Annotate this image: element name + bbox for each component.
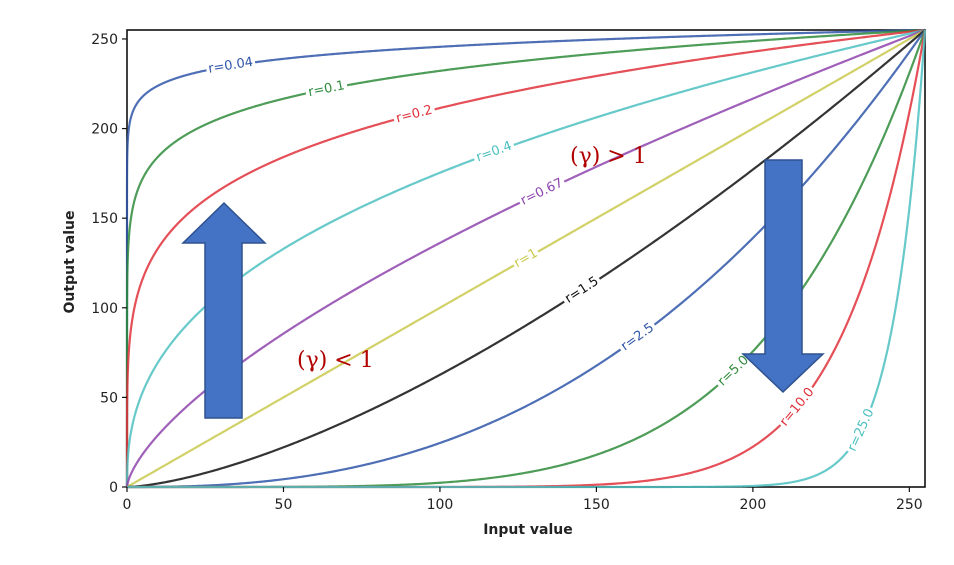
series-layer [125,28,927,489]
series-line [125,28,926,487]
curve-label-bg [615,317,659,355]
down-arrow-icon [741,159,825,394]
x-tick-label: 0 [123,497,132,513]
series-line [126,29,926,489]
y-tick-label: 200 [91,122,118,138]
curve-label-bg [559,271,603,307]
x-tick-label: 50 [275,497,293,513]
y-tick-label: 250 [91,32,118,48]
curve-label-bg [842,404,877,456]
gamma-greater-annotation: (γ) > 1 [570,144,647,169]
x-axis-title: Input value [483,522,573,538]
curve-label-bg [391,100,437,126]
y-tick-label: 50 [100,390,118,406]
curve-label-bg [204,52,256,76]
curve-label-group: r=0.04 [204,52,256,77]
curve-label-group: r=0.1 [304,76,349,100]
y-tick-label: 0 [109,480,118,496]
x-tick-label: 100 [427,497,454,513]
curve-label-bg [774,382,818,430]
arrows-layer [181,159,825,419]
y-axis-title: Output value [62,211,78,314]
curve-label: r=0.1 [307,78,346,100]
curve-label-bg [471,136,516,165]
series-line [125,28,926,487]
axes-layer: 0 50 100 150 200 250 0 50 100 150 200 250 [91,32,922,513]
series-line [127,29,927,489]
curve-label-bg [509,243,541,271]
x-tick-label: 150 [583,497,610,513]
x-tick-label: 200 [740,497,767,513]
up-arrow-icon [181,201,267,419]
curve-label-bg [304,76,349,100]
y-tick-label: 100 [91,301,118,317]
curve-label: r=0.04 [207,55,254,77]
curve-label-bg [515,173,567,209]
curve-label-bg [712,350,753,390]
y-tick-label: 150 [91,211,118,227]
x-tick-label: 250 [896,497,923,513]
gamma-less-annotation: (γ) < 1 [297,348,374,373]
